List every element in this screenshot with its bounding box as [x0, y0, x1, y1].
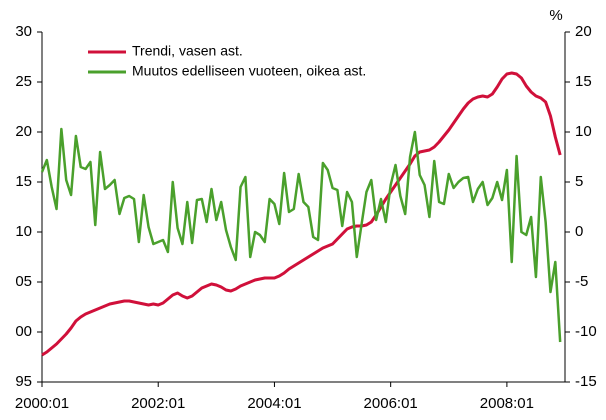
x-tick-label: 2006:01: [364, 395, 418, 412]
y-tick-label: 00: [15, 323, 32, 340]
x-tick-label: 2004:01: [247, 395, 301, 412]
y-tick-label: 05: [15, 273, 32, 290]
legend-label: Muutos edelliseen vuoteen, oikea ast.: [132, 63, 366, 79]
y2-tick-label: 0: [575, 223, 583, 240]
x-tick-label: 2002:01: [131, 395, 185, 412]
y2-tick-label: 20: [575, 23, 592, 40]
legend-label: Trendi, vasen ast.: [132, 43, 243, 59]
y-tick-label: 20: [15, 123, 32, 140]
y-tick-label: 95: [15, 373, 32, 390]
y2-tick-label: 15: [575, 73, 592, 90]
y-tick-label: 10: [15, 223, 32, 240]
y2-tick-label: -15: [575, 373, 597, 390]
x-tick-label: 2000:01: [15, 395, 69, 412]
y2-tick-label: -5: [575, 273, 588, 290]
y2-axis-unit: %: [549, 7, 562, 24]
y-tick-label: 25: [15, 73, 32, 90]
y-tick-label: 30: [15, 23, 32, 40]
y2-tick-label: 10: [575, 123, 592, 140]
y2-tick-label: -10: [575, 323, 597, 340]
series-line: [40, 127, 562, 343]
series-line: [41, 71, 562, 357]
x-tick-label: 2008:01: [480, 395, 534, 412]
y-tick-label: 15: [15, 173, 32, 190]
y2-tick-label: 5: [575, 173, 583, 190]
